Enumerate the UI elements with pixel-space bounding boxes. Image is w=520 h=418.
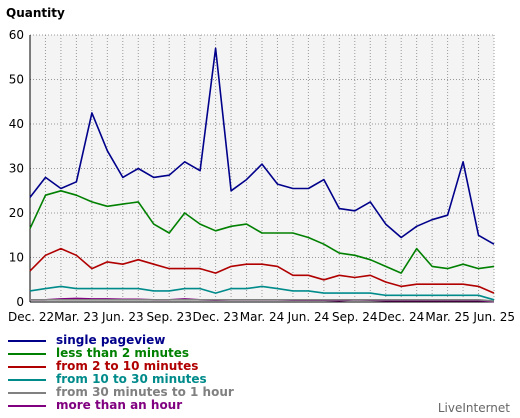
- y-tick-label: 20: [9, 206, 24, 220]
- legend-item: from 2 to 10 minutes: [8, 360, 234, 373]
- legend-swatch: [8, 352, 46, 355]
- x-tick-label: Mar. 23: [54, 310, 98, 324]
- legend-item: more than an hour: [8, 399, 234, 412]
- legend-swatch: [8, 339, 46, 342]
- legend-item: from 30 minutes to 1 hour: [8, 386, 234, 399]
- x-tick-label: Dec. 22: [8, 310, 54, 324]
- legend-label: less than 2 minutes: [56, 346, 190, 360]
- y-tick-label: 0: [16, 295, 24, 309]
- series-line-from-2-to-10-minutes: [29, 247, 495, 294]
- legend-label: from 30 minutes to 1 hour: [56, 385, 234, 399]
- y-tick-label: 60: [9, 28, 24, 42]
- x-tick-label: Sep. 24: [332, 310, 378, 324]
- series-line-less-than-2-minutes: [29, 190, 495, 274]
- x-tick-label: Jun. 25: [472, 310, 515, 324]
- series-lines: [29, 47, 495, 303]
- legend-item: less than 2 minutes: [8, 347, 234, 360]
- chart-title: Quantity: [6, 6, 65, 20]
- x-tick-label: Jun. 24: [287, 310, 330, 324]
- y-tick-label: 10: [9, 251, 24, 265]
- legend-swatch: [8, 404, 46, 407]
- x-tick-labels: Dec. 22 Mar. 23 Jun. 23 Sep. 23 Dec. 23 Mar. …: [8, 310, 515, 324]
- legend: single pageview less than 2 minutes from 2…: [8, 334, 234, 412]
- series-line-from-30-minutes-to-1-hour: [30, 298, 495, 302]
- legend-label: single pageview: [56, 333, 166, 347]
- legend-label: more than an hour: [56, 398, 183, 412]
- legend-swatch: [8, 365, 46, 368]
- y-tick-label: 30: [9, 162, 24, 176]
- y-tick-label: 50: [9, 73, 24, 87]
- x-tick-label: Dec. 24: [378, 310, 424, 324]
- series-line-from-10-to-30-minutes: [29, 285, 495, 301]
- brand-label: LiveInternet: [437, 401, 510, 415]
- x-tick-label: Mar. 25: [425, 310, 469, 324]
- y-tick-label: 40: [9, 117, 24, 131]
- x-tick-label: Dec. 23: [193, 310, 239, 324]
- axes: [29, 35, 494, 303]
- legend-item: single pageview: [8, 334, 234, 347]
- legend-label: from 10 to 30 minutes: [56, 372, 207, 386]
- series-line-single-pageview: [29, 47, 495, 245]
- legend-item: from 10 to 30 minutes: [8, 373, 234, 386]
- x-tick-label: Jun. 23: [101, 310, 144, 324]
- legend-swatch: [8, 378, 46, 381]
- x-tick-label: Mar. 24: [240, 310, 284, 324]
- legend-swatch: [8, 391, 46, 394]
- legend-label: from 2 to 10 minutes: [56, 359, 199, 373]
- y-tick-labels: 0 10 20 30 40 50 60: [9, 28, 24, 309]
- x-tick-label: Sep. 23: [146, 310, 192, 324]
